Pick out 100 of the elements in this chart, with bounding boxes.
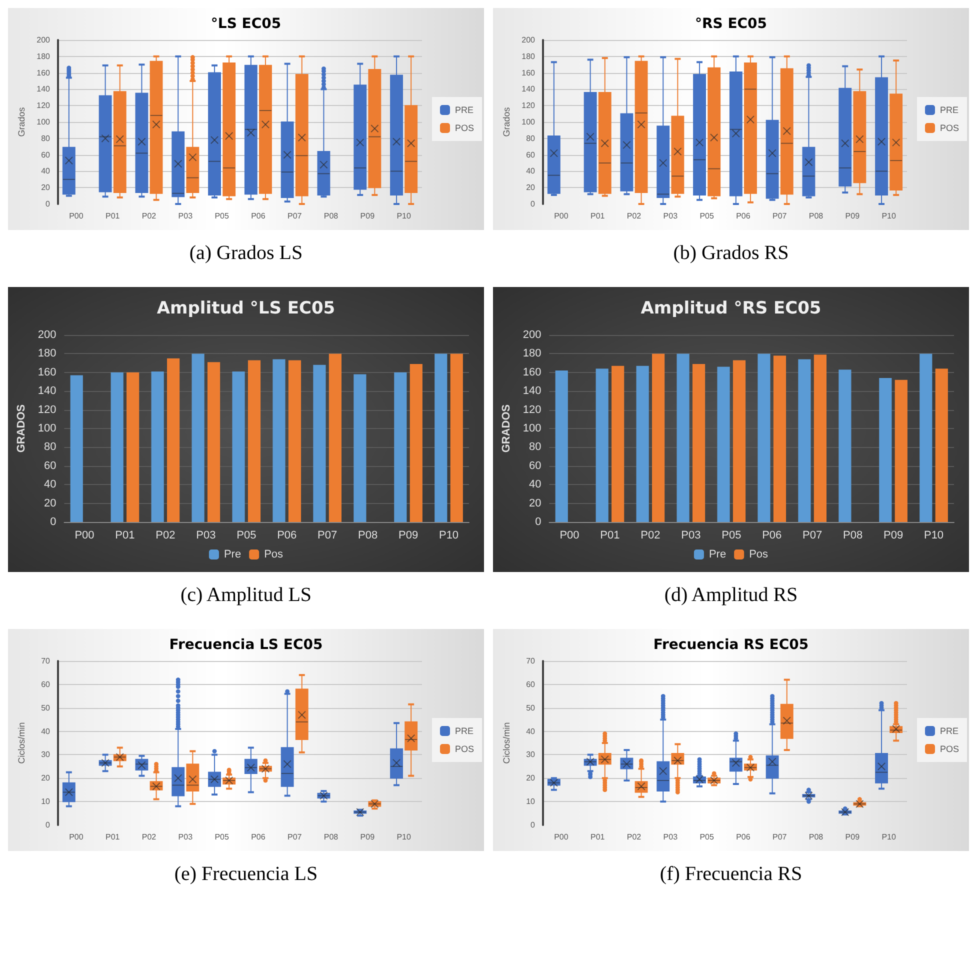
x-tick-label: P02 (640, 530, 660, 542)
x-tick-label: P06 (251, 832, 266, 842)
legend-label: Pos (749, 548, 769, 560)
legend-label: POS (454, 744, 474, 754)
x-tick-label: P06 (277, 530, 297, 542)
text: (a) Grados LS (188, 242, 304, 265)
y-tick-label: 180 (522, 52, 536, 61)
y-tick-label: 10 (526, 797, 536, 806)
y-axis-title: Ciclos/min (502, 722, 512, 764)
text: (b) Grados RS (672, 242, 790, 265)
x-tick-label: P01 (105, 832, 120, 842)
y-tick-label: 160 (36, 68, 51, 78)
x-tick-label: P06 (762, 530, 782, 542)
y-tick-label: 50 (41, 703, 51, 712)
y-tick-label: 20 (41, 183, 51, 192)
y-tick-label: 160 (522, 366, 542, 378)
y-tick-label: 0 (535, 516, 542, 528)
y-tick-label: 40 (44, 478, 56, 491)
x-tick-label: P09 (845, 832, 860, 842)
y-tick-label: 140 (38, 385, 56, 398)
x-tick-label: P00 (74, 530, 94, 542)
x-tick-label: P10 (396, 832, 412, 842)
y-tick-label: 200 (36, 36, 51, 44)
legend-label: Pos (264, 548, 284, 560)
legend-label: PRE (454, 726, 474, 736)
x-tick-label: P02 (142, 832, 157, 842)
y-tick-label: 120 (38, 404, 56, 416)
x-tick-label: P05 (214, 832, 230, 842)
text: (e) Frecuencia LS (173, 863, 319, 886)
text: (d) Amplitud RS (663, 584, 799, 607)
y-tick-label: 100 (522, 118, 536, 126)
y-tick-label: 100 (36, 118, 51, 126)
y-tick-label: 100 (38, 422, 56, 434)
y-tick-label: 140 (522, 385, 542, 398)
text: (f) Frecuencia RS (658, 863, 804, 886)
x-tick-label: P07 (287, 212, 302, 220)
y-axis-title: GRADOS (500, 404, 512, 453)
y-tick-label: 40 (41, 166, 51, 176)
x-tick-label: P09 (845, 212, 860, 220)
y-tick-label: 60 (526, 680, 536, 689)
y-tick-label: 40 (529, 478, 542, 491)
x-tick-label: P09 (360, 212, 376, 220)
y-tick-label: 140 (36, 84, 51, 94)
y-tick-label: 120 (522, 404, 542, 416)
x-tick-label: P01 (600, 530, 620, 542)
chart-title: °RS EC05 (694, 16, 768, 32)
x-tick-label: P07 (802, 530, 822, 542)
chart-title: Amplitud °LS EC05 (156, 298, 336, 318)
x-tick-label: P02 (156, 530, 176, 542)
y-tick-label: 20 (526, 183, 536, 192)
y-tick-label: 0 (530, 820, 536, 830)
x-tick-label: P05 (700, 212, 714, 220)
chart-title: Amplitud °RS EC05 (640, 298, 822, 318)
y-tick-label: 30 (41, 750, 51, 760)
y-tick-label: 200 (522, 36, 536, 44)
x-tick-label: P08 (324, 212, 339, 220)
y-tick-label: 180 (36, 52, 51, 61)
y-tick-label: 0 (530, 200, 536, 208)
y-tick-label: 180 (38, 348, 56, 360)
x-tick-label: P05 (700, 832, 714, 842)
legend-label: POS (940, 123, 960, 133)
y-tick-label: 120 (522, 101, 536, 110)
x-tick-label: P03 (178, 832, 194, 842)
y-tick-label: 140 (522, 84, 536, 94)
y-tick-label: 60 (41, 150, 51, 160)
x-tick-label: P00 (554, 212, 569, 220)
legend-label: POS (454, 123, 474, 133)
y-tick-label: 80 (44, 441, 56, 454)
y-tick-label: 100 (522, 422, 542, 434)
y-tick-label: 20 (529, 497, 542, 510)
y-tick-label: 40 (41, 726, 51, 736)
text: (c) Amplitud LS (179, 584, 313, 607)
x-tick-label: P09 (360, 832, 376, 842)
y-tick-label: 60 (44, 460, 56, 472)
y-tick-label: 200 (38, 329, 56, 341)
y-tick-label: 80 (41, 134, 51, 143)
x-tick-label: P10 (438, 530, 459, 542)
x-tick-label: P08 (808, 212, 824, 220)
x-tick-label: P01 (590, 212, 606, 220)
x-tick-label: P06 (736, 832, 751, 842)
legend-label: POS (940, 744, 960, 754)
y-axis-title: GRADOS (16, 404, 28, 453)
x-tick-label: P03 (663, 832, 678, 842)
y-tick-label: 120 (36, 101, 51, 110)
y-tick-label: 30 (526, 750, 536, 760)
y-tick-label: 180 (522, 348, 542, 360)
y-tick-label: 60 (529, 460, 542, 472)
y-tick-label: 10 (41, 797, 51, 806)
x-tick-label: P01 (115, 530, 135, 542)
x-tick-label: P07 (772, 212, 788, 220)
x-tick-label: P03 (178, 212, 194, 220)
chart-title: Frecuencia LS EC05 (169, 637, 323, 653)
legend-label: Pre (224, 548, 242, 560)
y-tick-label: 160 (522, 68, 536, 78)
x-tick-label: P08 (808, 832, 824, 842)
x-tick-label: P06 (736, 212, 751, 220)
x-tick-label: P07 (318, 530, 338, 542)
x-tick-label: P01 (590, 832, 606, 842)
y-tick-label: 50 (526, 703, 536, 712)
y-tick-label: 70 (41, 656, 51, 666)
